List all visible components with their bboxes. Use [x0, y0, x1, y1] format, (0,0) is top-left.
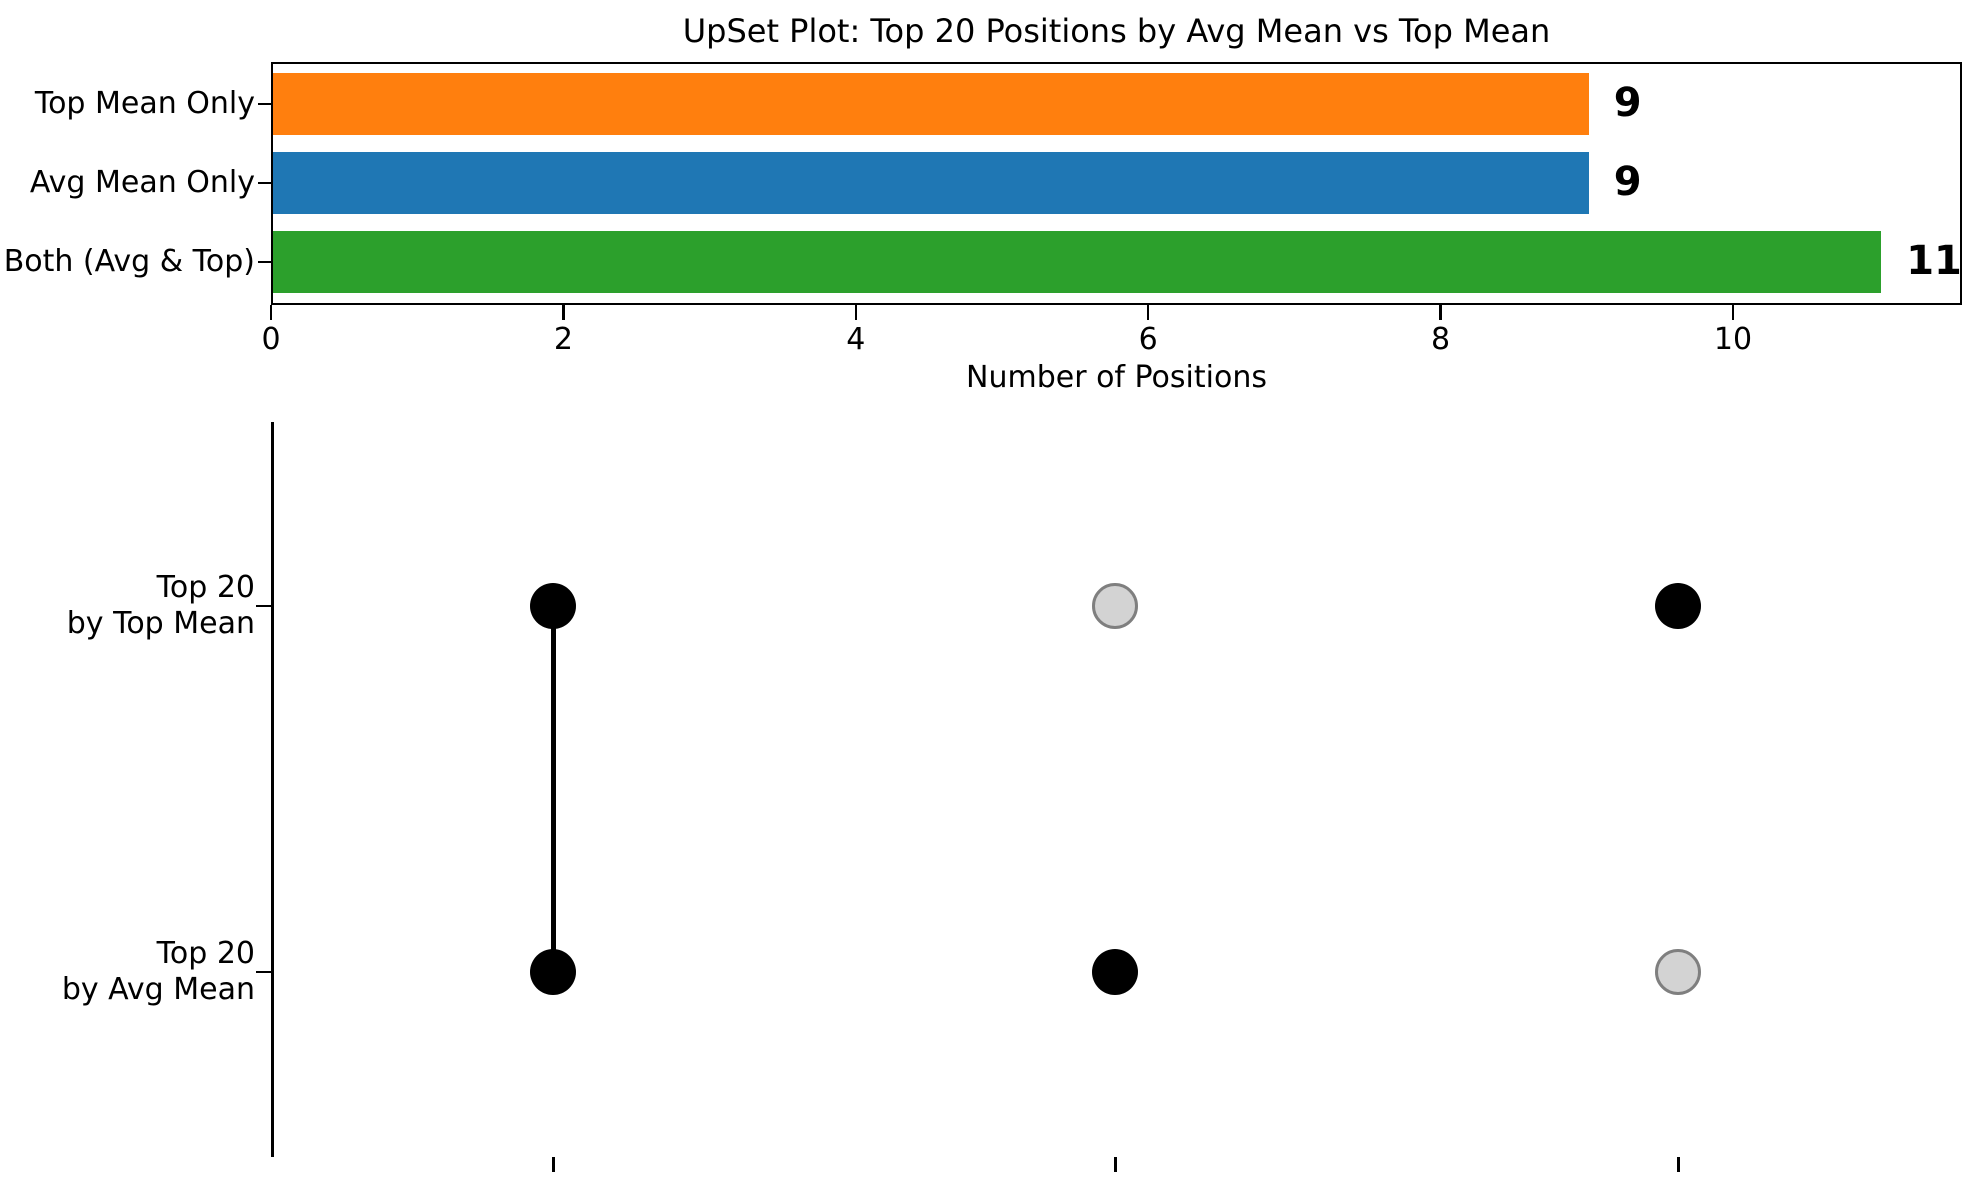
y-tick-2 [258, 260, 271, 264]
x-tick-label-1: 2 [553, 322, 573, 357]
x-tick-0 [269, 305, 273, 320]
matrix-row-label-0-line1: Top 20 [156, 570, 255, 605]
matrix-dot-filled-0-1 [530, 949, 576, 995]
category-label-0: Top Mean Only [34, 86, 255, 121]
y-tick-1 [258, 181, 271, 185]
bar-value-label-0: 9 [1613, 80, 1642, 126]
matrix-bottom-tick-1 [1113, 1157, 1117, 1172]
x-axis-label: Number of Positions [966, 360, 1267, 395]
matrix-dot-filled-1-1 [1092, 949, 1138, 995]
chart-title: UpSet Plot: Top 20 Positions by Avg Mean… [682, 12, 1551, 50]
bar-2 [273, 231, 1882, 293]
matrix-dot-filled-2-0 [1655, 583, 1701, 629]
matrix-left-spine [271, 422, 274, 1157]
y-tick-0 [258, 102, 271, 106]
matrix-row-label-1-line1: Top 20 [156, 936, 255, 971]
matrix-dot-filled-0-0 [530, 583, 576, 629]
matrix-row-label-1-line2: by Avg Mean [61, 972, 255, 1007]
category-label-2: Both (Avg & Top) [3, 244, 255, 279]
matrix-row-tick-0 [256, 604, 271, 608]
bar-0 [273, 73, 1589, 135]
matrix-row-tick-1 [256, 970, 271, 974]
x-tick-label-5: 10 [1713, 322, 1753, 357]
x-tick-2 [854, 305, 858, 320]
bar-1 [273, 152, 1589, 214]
matrix-dot-empty-2-1 [1655, 949, 1701, 995]
x-tick-5 [1731, 305, 1735, 320]
x-tick-1 [562, 305, 565, 320]
bar-value-label-1: 9 [1613, 159, 1642, 205]
matrix-bottom-tick-0 [551, 1157, 555, 1172]
matrix-row-label-0: Top 20 by Top Mean [0, 570, 255, 642]
matrix-dot-empty-1-0 [1092, 583, 1138, 629]
matrix-row-label-1: Top 20 by Avg Mean [0, 936, 255, 1008]
bar-value-label-2: 11 [1906, 238, 1962, 284]
x-tick-label-4: 8 [1431, 322, 1451, 357]
x-tick-3 [1146, 305, 1150, 320]
x-tick-label-0: 0 [261, 322, 281, 357]
category-label-1: Avg Mean Only [29, 165, 255, 200]
x-tick-4 [1439, 305, 1442, 320]
x-tick-label-2: 4 [846, 322, 866, 357]
matrix-bottom-tick-2 [1676, 1157, 1680, 1172]
matrix-connector-line [550, 606, 556, 972]
x-tick-label-3: 6 [1138, 322, 1158, 357]
matrix-row-label-0-line2: by Top Mean [66, 606, 255, 641]
